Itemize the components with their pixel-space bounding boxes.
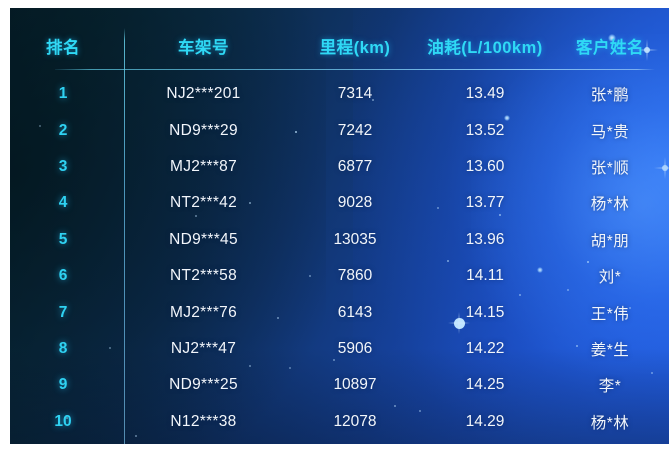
cell-fuel: 14.15 [465,303,505,321]
cell-customer-name: 姜*生 [590,341,630,359]
column-header-fuel: 油耗(L/100km) [427,39,543,57]
cell-rank: 6 [58,267,68,285]
cell-fuel: 14.11 [466,267,504,285]
cell-rank: 3 [58,157,68,175]
table-row[interactable]: 7 MJ2***76 6143 14.15 王*伟 [10,294,669,330]
cell-customer-name: 王*伟 [590,305,630,323]
cell-mileage: 6143 [337,303,373,321]
cell-mileage: 10897 [333,376,377,394]
cell-rank: 8 [58,339,68,357]
cell-mileage: 7242 [337,121,373,139]
ranking-table: 排名 车架号 里程(km) 油耗(L/100km) 客户姓名 1 NJ2***20… [10,8,669,444]
cell-vin: NT2***42 [169,194,238,212]
cell-mileage: 13035 [333,230,377,248]
cell-mileage: 5906 [337,339,373,357]
cell-vin: N12***38 [170,412,237,430]
table-row[interactable]: 4 NT2***42 9028 13.77 杨*林 [10,185,669,221]
cell-customer-name: 杨*林 [590,414,630,432]
cell-rank: 9 [58,376,68,394]
cell-fuel: 13.52 [465,121,505,139]
cell-customer-name: 胡*朋 [590,232,630,250]
cell-fuel: 13.60 [465,157,505,175]
table-header-row: 排名 车架号 里程(km) 油耗(L/100km) 客户姓名 [10,32,669,60]
cell-mileage: 7860 [337,267,373,285]
ranking-panel: 排名 车架号 里程(km) 油耗(L/100km) 客户姓名 1 NJ2***20… [10,8,669,444]
cell-rank: 1 [58,85,68,103]
cell-vin: NT2***58 [169,267,238,285]
column-header-vin: 车架号 [178,39,229,57]
table-row[interactable]: 8 NJ2***47 5906 14.22 姜*生 [10,331,669,367]
cell-rank: 7 [58,303,68,321]
cell-vin: MJ2***87 [169,157,238,175]
table-row[interactable]: 5 ND9***45 13035 13.96 胡*朋 [10,222,669,258]
cell-vin: ND9***29 [169,121,238,139]
cell-vin: MJ2***76 [169,303,238,321]
cell-rank: 2 [58,121,68,139]
cell-mileage: 12078 [333,412,377,430]
cell-fuel: 13.77 [465,194,505,212]
cell-fuel: 13.49 [465,85,505,103]
cell-rank: 10 [54,412,72,430]
cell-customer-name: 李* [598,378,622,396]
cell-fuel: 14.25 [465,376,505,394]
table-row[interactable]: 9 ND9***25 10897 14.25 李* [10,367,669,403]
column-header-customer-name: 客户姓名 [576,39,644,57]
cell-customer-name: 杨*林 [590,196,630,214]
cell-customer-name: 刘* [598,269,622,287]
cell-mileage: 7314 [337,85,373,103]
table-row[interactable]: 6 NT2***58 7860 14.11 刘* [10,258,669,294]
table-row[interactable]: 10 N12***38 12078 14.29 杨*林 [10,404,669,440]
table-row[interactable]: 3 MJ2***87 6877 13.60 张*顺 [10,149,669,185]
cell-vin: NJ2***201 [166,85,241,103]
cell-customer-name: 马*贵 [590,123,630,141]
cell-vin: NJ2***47 [170,339,237,357]
table-row[interactable]: 2 ND9***29 7242 13.52 马*贵 [10,112,669,148]
cell-customer-name: 张*顺 [590,159,630,177]
cell-rank: 4 [58,194,68,212]
cell-fuel: 14.29 [465,412,505,430]
cell-fuel: 14.22 [465,339,505,357]
cell-rank: 5 [58,230,68,248]
cell-mileage: 9028 [337,194,373,212]
cell-mileage: 6877 [337,157,373,175]
column-header-mileage: 里程(km) [319,39,391,57]
rank-column-divider [124,28,125,444]
table-row[interactable]: 1 NJ2***201 7314 13.49 张*鹏 [10,76,669,112]
cell-vin: ND9***45 [169,230,238,248]
cell-customer-name: 张*鹏 [590,87,630,105]
header-underline [55,69,655,70]
cell-fuel: 13.96 [465,230,505,248]
column-header-rank: 排名 [46,39,80,57]
cell-vin: ND9***25 [169,376,238,394]
